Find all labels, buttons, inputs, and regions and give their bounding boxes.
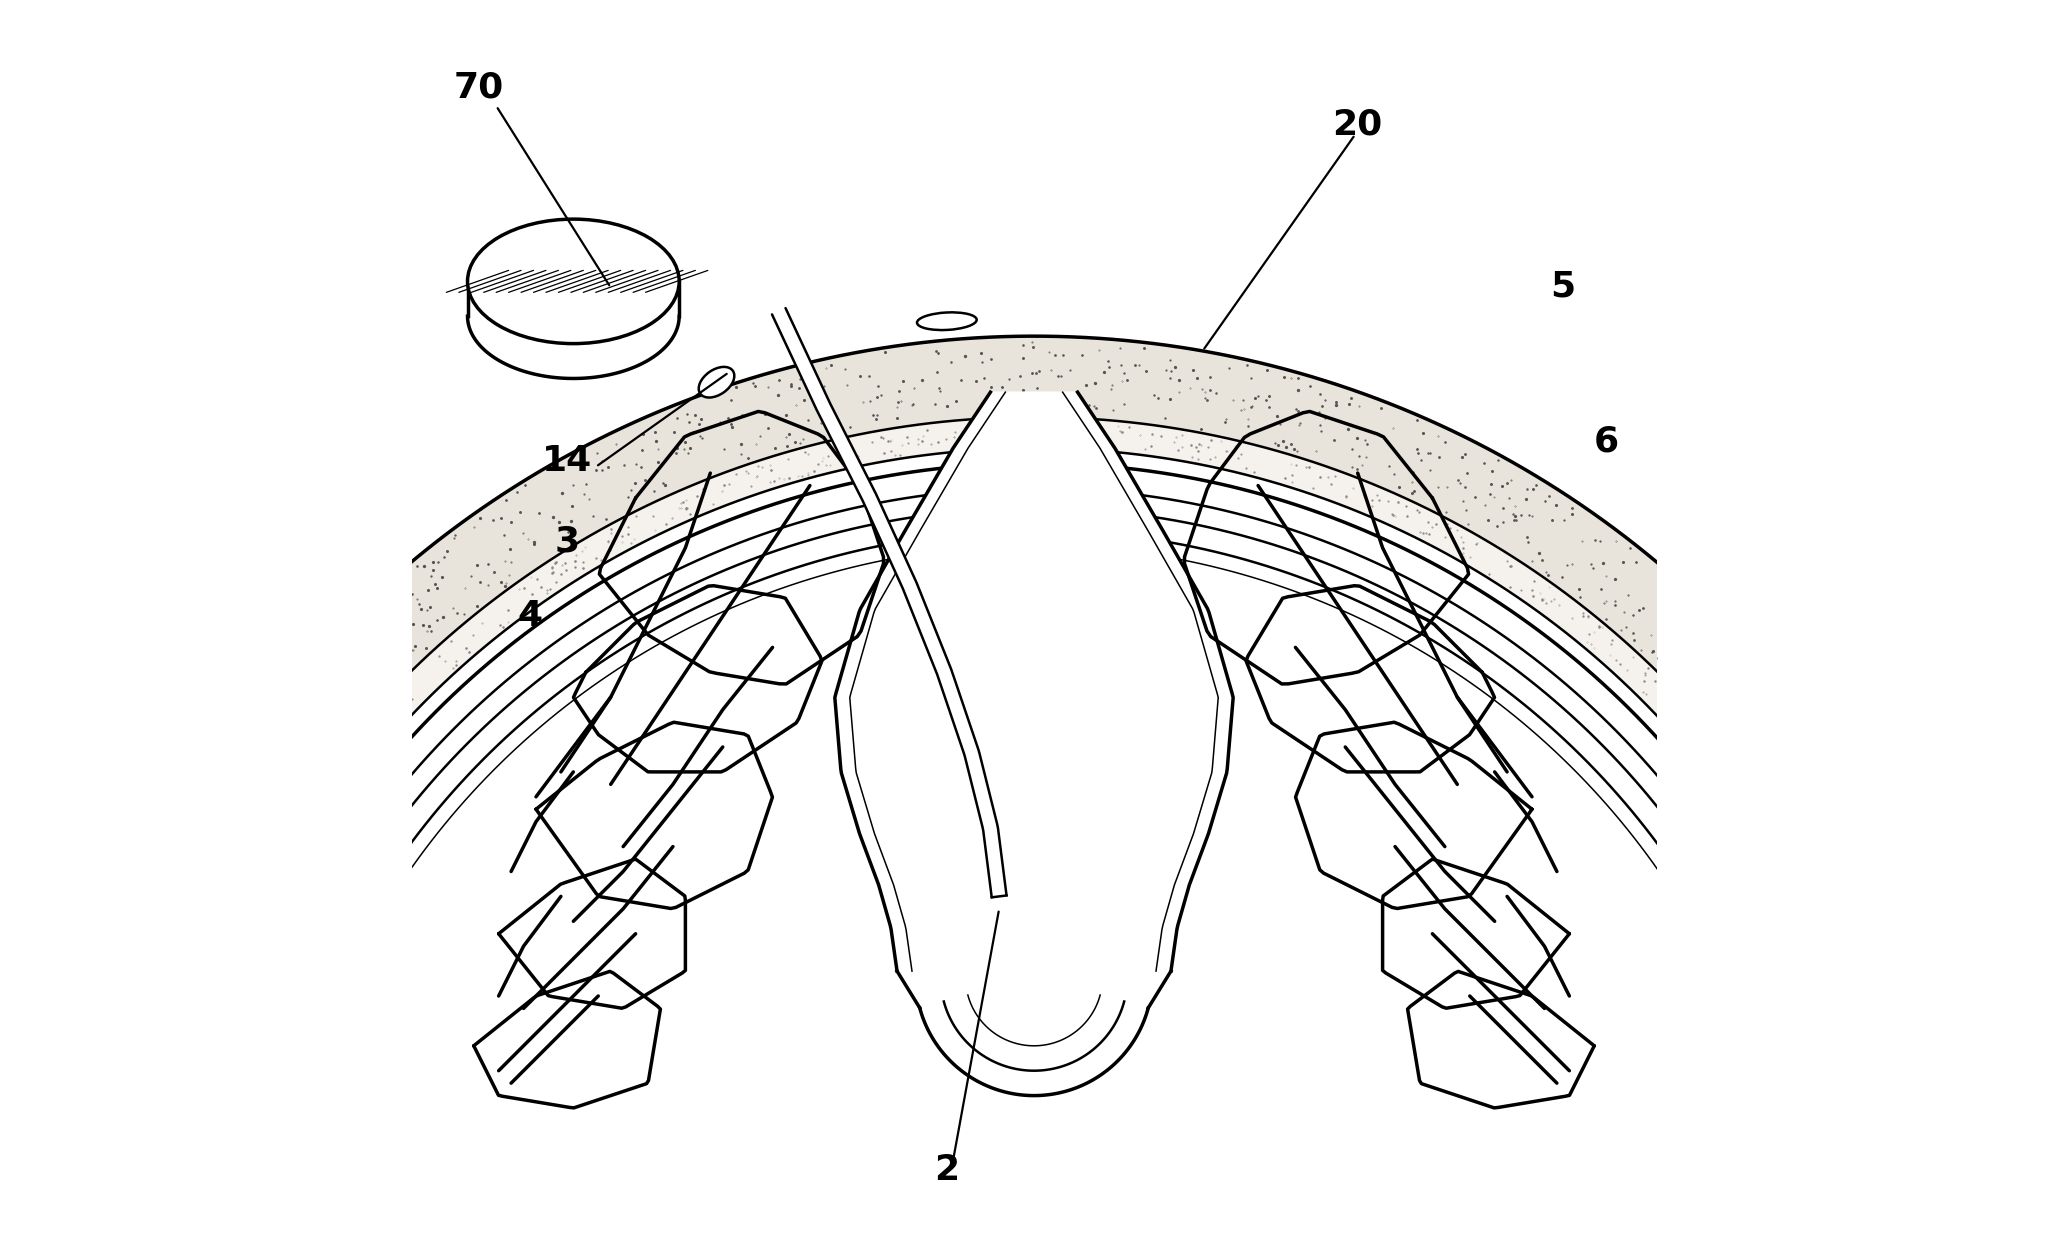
Polygon shape bbox=[467, 281, 678, 378]
Polygon shape bbox=[771, 308, 1007, 898]
Text: 20: 20 bbox=[1332, 107, 1383, 142]
Text: 2: 2 bbox=[935, 1153, 960, 1188]
Polygon shape bbox=[79, 336, 1989, 1153]
Ellipse shape bbox=[699, 367, 734, 397]
Text: 5: 5 bbox=[1551, 269, 1576, 304]
Text: 14: 14 bbox=[542, 443, 591, 478]
Polygon shape bbox=[269, 530, 1799, 1245]
Polygon shape bbox=[157, 417, 1911, 1158]
Polygon shape bbox=[188, 448, 1880, 1165]
Text: 6: 6 bbox=[1594, 425, 1619, 459]
Polygon shape bbox=[467, 219, 678, 316]
Ellipse shape bbox=[916, 312, 976, 330]
Polygon shape bbox=[227, 488, 1841, 1169]
Ellipse shape bbox=[467, 219, 678, 344]
Text: 70: 70 bbox=[453, 70, 505, 105]
Polygon shape bbox=[835, 392, 1233, 971]
Text: 4: 4 bbox=[517, 599, 542, 634]
Text: 3: 3 bbox=[554, 524, 579, 559]
